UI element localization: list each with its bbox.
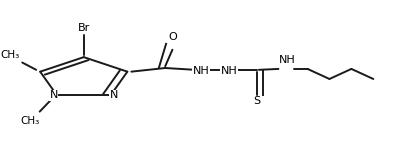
Text: N: N [49, 90, 58, 100]
Text: CH₃: CH₃ [1, 50, 20, 60]
Text: N: N [109, 90, 118, 100]
Text: NH: NH [192, 66, 209, 76]
Text: CH₃: CH₃ [20, 116, 39, 126]
Text: NH: NH [278, 55, 295, 65]
Text: NH: NH [220, 66, 237, 76]
Text: O: O [168, 32, 176, 42]
Text: Br: Br [78, 23, 90, 33]
Text: S: S [253, 96, 260, 106]
